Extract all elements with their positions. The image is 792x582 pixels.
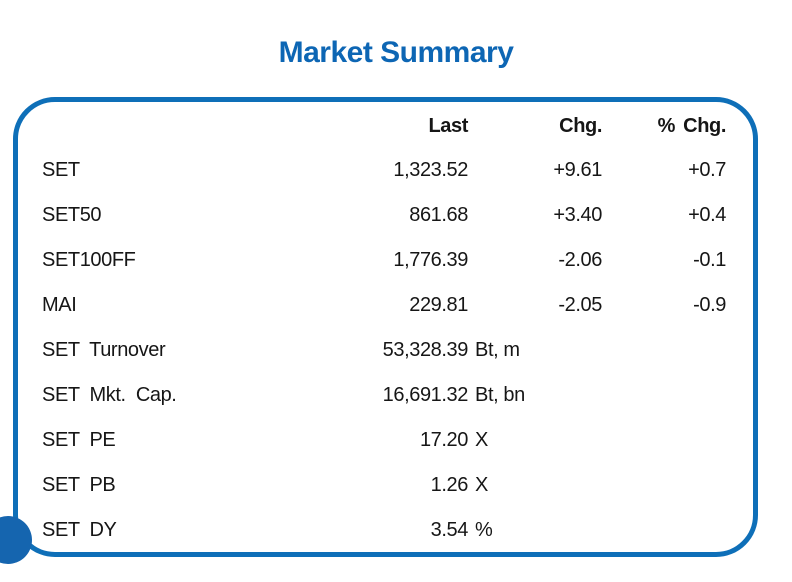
row-last-value: 3.54 <box>430 519 469 541</box>
row-last-value: 16,691.32 <box>382 384 469 406</box>
row-label: SET100FF <box>42 249 136 271</box>
row-label: SET Turnover <box>42 339 166 361</box>
table-row: SET PB 1.26 X <box>42 463 726 508</box>
row-last-value: 229.81 <box>409 294 468 316</box>
table-row: SET PE 17.20 X <box>42 418 726 463</box>
row-pct-value: -0.9 <box>693 294 726 316</box>
page-title: Market Summary <box>278 36 514 69</box>
row-last-value: 53,328.39 <box>382 339 469 361</box>
row-label: SET DY <box>42 519 117 541</box>
row-unit: Bt, bn <box>475 384 525 406</box>
row-last-value: 1.26 <box>430 474 469 496</box>
row-label: SET <box>42 159 80 181</box>
table-row: SET50 861.68 +3.40 +0.4 <box>42 193 726 238</box>
market-summary-card: Last Chg. % Chg. SET 1,323.52 +9.61 +0.7… <box>13 97 758 557</box>
row-label: SET PE <box>42 429 116 451</box>
row-chg-value: +3.40 <box>553 204 602 226</box>
row-unit: X <box>475 474 488 496</box>
row-label: SET Mkt. Cap. <box>42 384 177 406</box>
row-pct-value: -0.1 <box>693 249 726 271</box>
row-pct-value: +0.7 <box>688 159 726 181</box>
row-unit: Bt, m <box>475 339 520 361</box>
row-last-value: 1,323.52 <box>393 159 468 181</box>
market-table: Last Chg. % Chg. SET 1,323.52 +9.61 +0.7… <box>18 102 753 552</box>
row-last-value: 861.68 <box>409 204 468 226</box>
table-row: SET100FF 1,776.39 -2.06 -0.1 <box>42 238 726 283</box>
row-last-value: 17.20 <box>419 429 468 451</box>
row-unit: % <box>475 519 493 541</box>
row-chg-value: +9.61 <box>553 159 602 181</box>
header-chg: Chg. <box>559 114 602 137</box>
row-label: MAI <box>42 294 77 316</box>
row-label: SET50 <box>42 204 102 226</box>
header-last: Last <box>428 114 468 137</box>
market-table-body: SET 1,323.52 +9.61 +0.7 SET50 861.68 +3.… <box>42 148 726 553</box>
table-row: SET Turnover 53,328.39 Bt, m <box>42 328 726 373</box>
row-last-value: 1,776.39 <box>393 249 468 271</box>
table-row: SET Mkt. Cap. 16,691.32 Bt, bn <box>42 373 726 418</box>
header-pct-chg: % Chg. <box>657 114 727 137</box>
row-unit: X <box>475 429 488 451</box>
table-row: SET DY 3.54 % <box>42 508 726 553</box>
row-label: SET PB <box>42 474 116 496</box>
table-header-row: Last Chg. % Chg. <box>42 104 726 148</box>
row-pct-value: +0.4 <box>688 204 726 226</box>
row-chg-value: -2.05 <box>558 294 602 316</box>
table-row: SET 1,323.52 +9.61 +0.7 <box>42 148 726 193</box>
row-chg-value: -2.06 <box>558 249 602 271</box>
table-row: MAI 229.81 -2.05 -0.9 <box>42 283 726 328</box>
